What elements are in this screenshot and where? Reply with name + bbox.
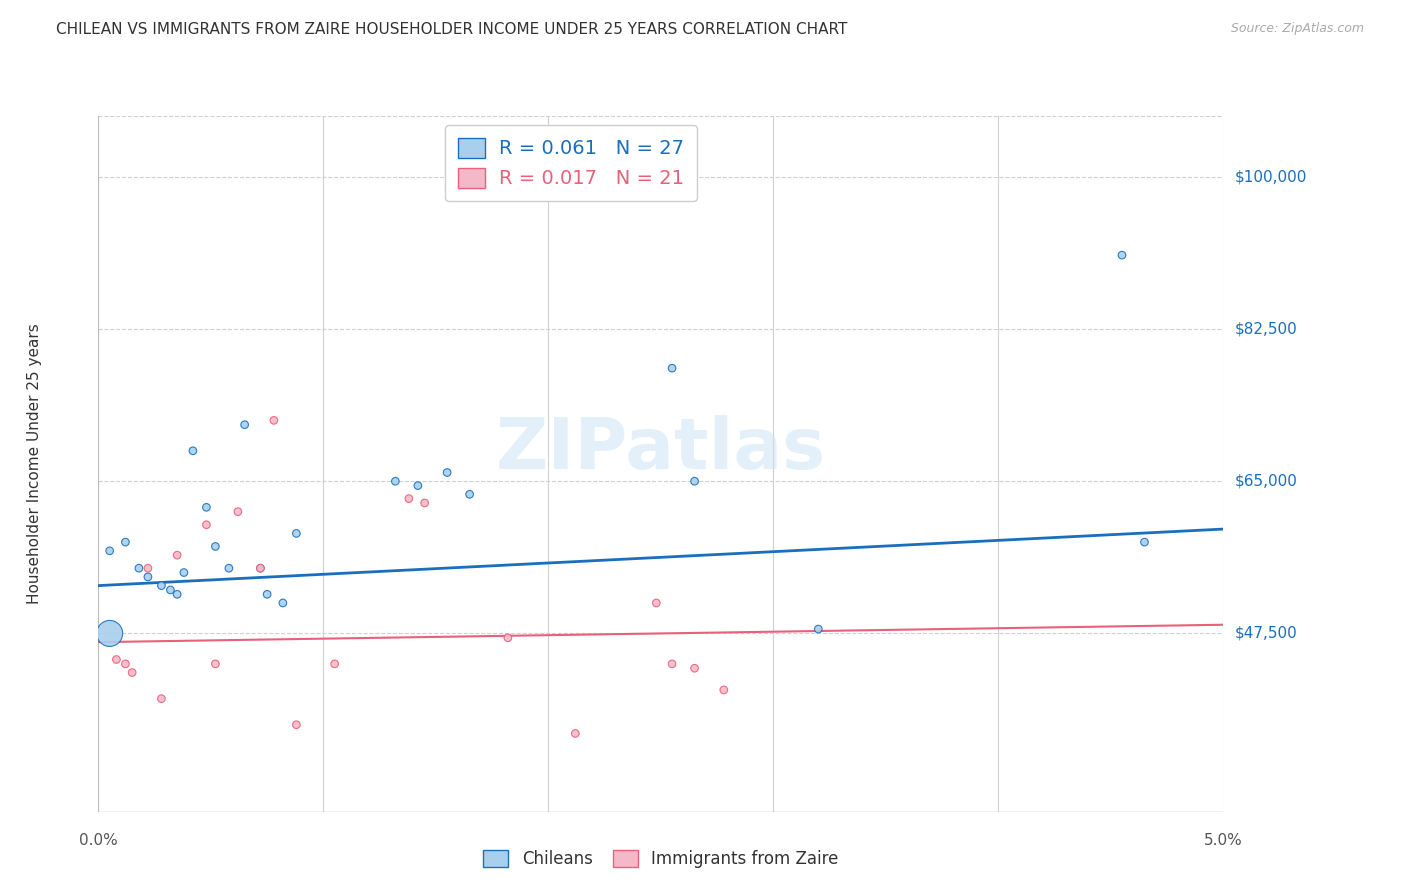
Point bbox=[661, 361, 683, 376]
Point bbox=[271, 596, 294, 610]
Point bbox=[218, 561, 240, 575]
Point bbox=[398, 491, 420, 506]
Point bbox=[496, 631, 519, 645]
Point bbox=[166, 587, 188, 601]
Point bbox=[166, 548, 188, 562]
Point bbox=[136, 570, 159, 584]
Point bbox=[128, 561, 150, 575]
Text: 5.0%: 5.0% bbox=[1204, 833, 1243, 848]
Point bbox=[1133, 535, 1156, 549]
Text: $82,500: $82,500 bbox=[1234, 321, 1298, 336]
Point bbox=[323, 657, 346, 671]
Point bbox=[263, 413, 285, 427]
Legend: Chileans, Immigrants from Zaire: Chileans, Immigrants from Zaire bbox=[477, 843, 845, 875]
Point bbox=[114, 535, 136, 549]
Point bbox=[204, 657, 226, 671]
Point bbox=[173, 566, 195, 580]
Point bbox=[406, 478, 429, 492]
Legend: R = 0.061   N = 27, R = 0.017   N = 21: R = 0.061 N = 27, R = 0.017 N = 21 bbox=[444, 125, 697, 201]
Point bbox=[226, 505, 249, 519]
Point bbox=[285, 717, 308, 731]
Point bbox=[661, 657, 683, 671]
Point bbox=[98, 626, 121, 640]
Point bbox=[384, 475, 406, 489]
Point bbox=[249, 561, 271, 575]
Text: ZIPatlas: ZIPatlas bbox=[496, 416, 825, 484]
Point bbox=[256, 587, 278, 601]
Point bbox=[458, 487, 481, 501]
Point bbox=[436, 466, 458, 480]
Text: Householder Income Under 25 years: Householder Income Under 25 years bbox=[27, 324, 42, 604]
Point bbox=[1111, 248, 1133, 262]
Text: $65,000: $65,000 bbox=[1234, 474, 1298, 489]
Point bbox=[195, 500, 218, 515]
Point bbox=[645, 596, 668, 610]
Text: $100,000: $100,000 bbox=[1234, 169, 1306, 185]
Point bbox=[181, 443, 204, 458]
Point bbox=[121, 665, 143, 680]
Point bbox=[713, 683, 735, 698]
Point bbox=[285, 526, 308, 541]
Point bbox=[233, 417, 256, 432]
Point bbox=[150, 691, 173, 706]
Point bbox=[683, 475, 706, 489]
Point bbox=[807, 622, 830, 636]
Text: 0.0%: 0.0% bbox=[79, 833, 118, 848]
Point bbox=[159, 582, 181, 597]
Text: $47,500: $47,500 bbox=[1234, 626, 1298, 641]
Point bbox=[114, 657, 136, 671]
Point bbox=[150, 579, 173, 593]
Text: CHILEAN VS IMMIGRANTS FROM ZAIRE HOUSEHOLDER INCOME UNDER 25 YEARS CORRELATION C: CHILEAN VS IMMIGRANTS FROM ZAIRE HOUSEHO… bbox=[56, 22, 848, 37]
Point bbox=[136, 561, 159, 575]
Point bbox=[413, 496, 436, 510]
Point bbox=[105, 652, 128, 666]
Point bbox=[683, 661, 706, 675]
Point bbox=[249, 561, 271, 575]
Text: Source: ZipAtlas.com: Source: ZipAtlas.com bbox=[1230, 22, 1364, 36]
Point bbox=[98, 544, 121, 558]
Point bbox=[195, 517, 218, 532]
Point bbox=[564, 726, 586, 740]
Point bbox=[204, 540, 226, 554]
